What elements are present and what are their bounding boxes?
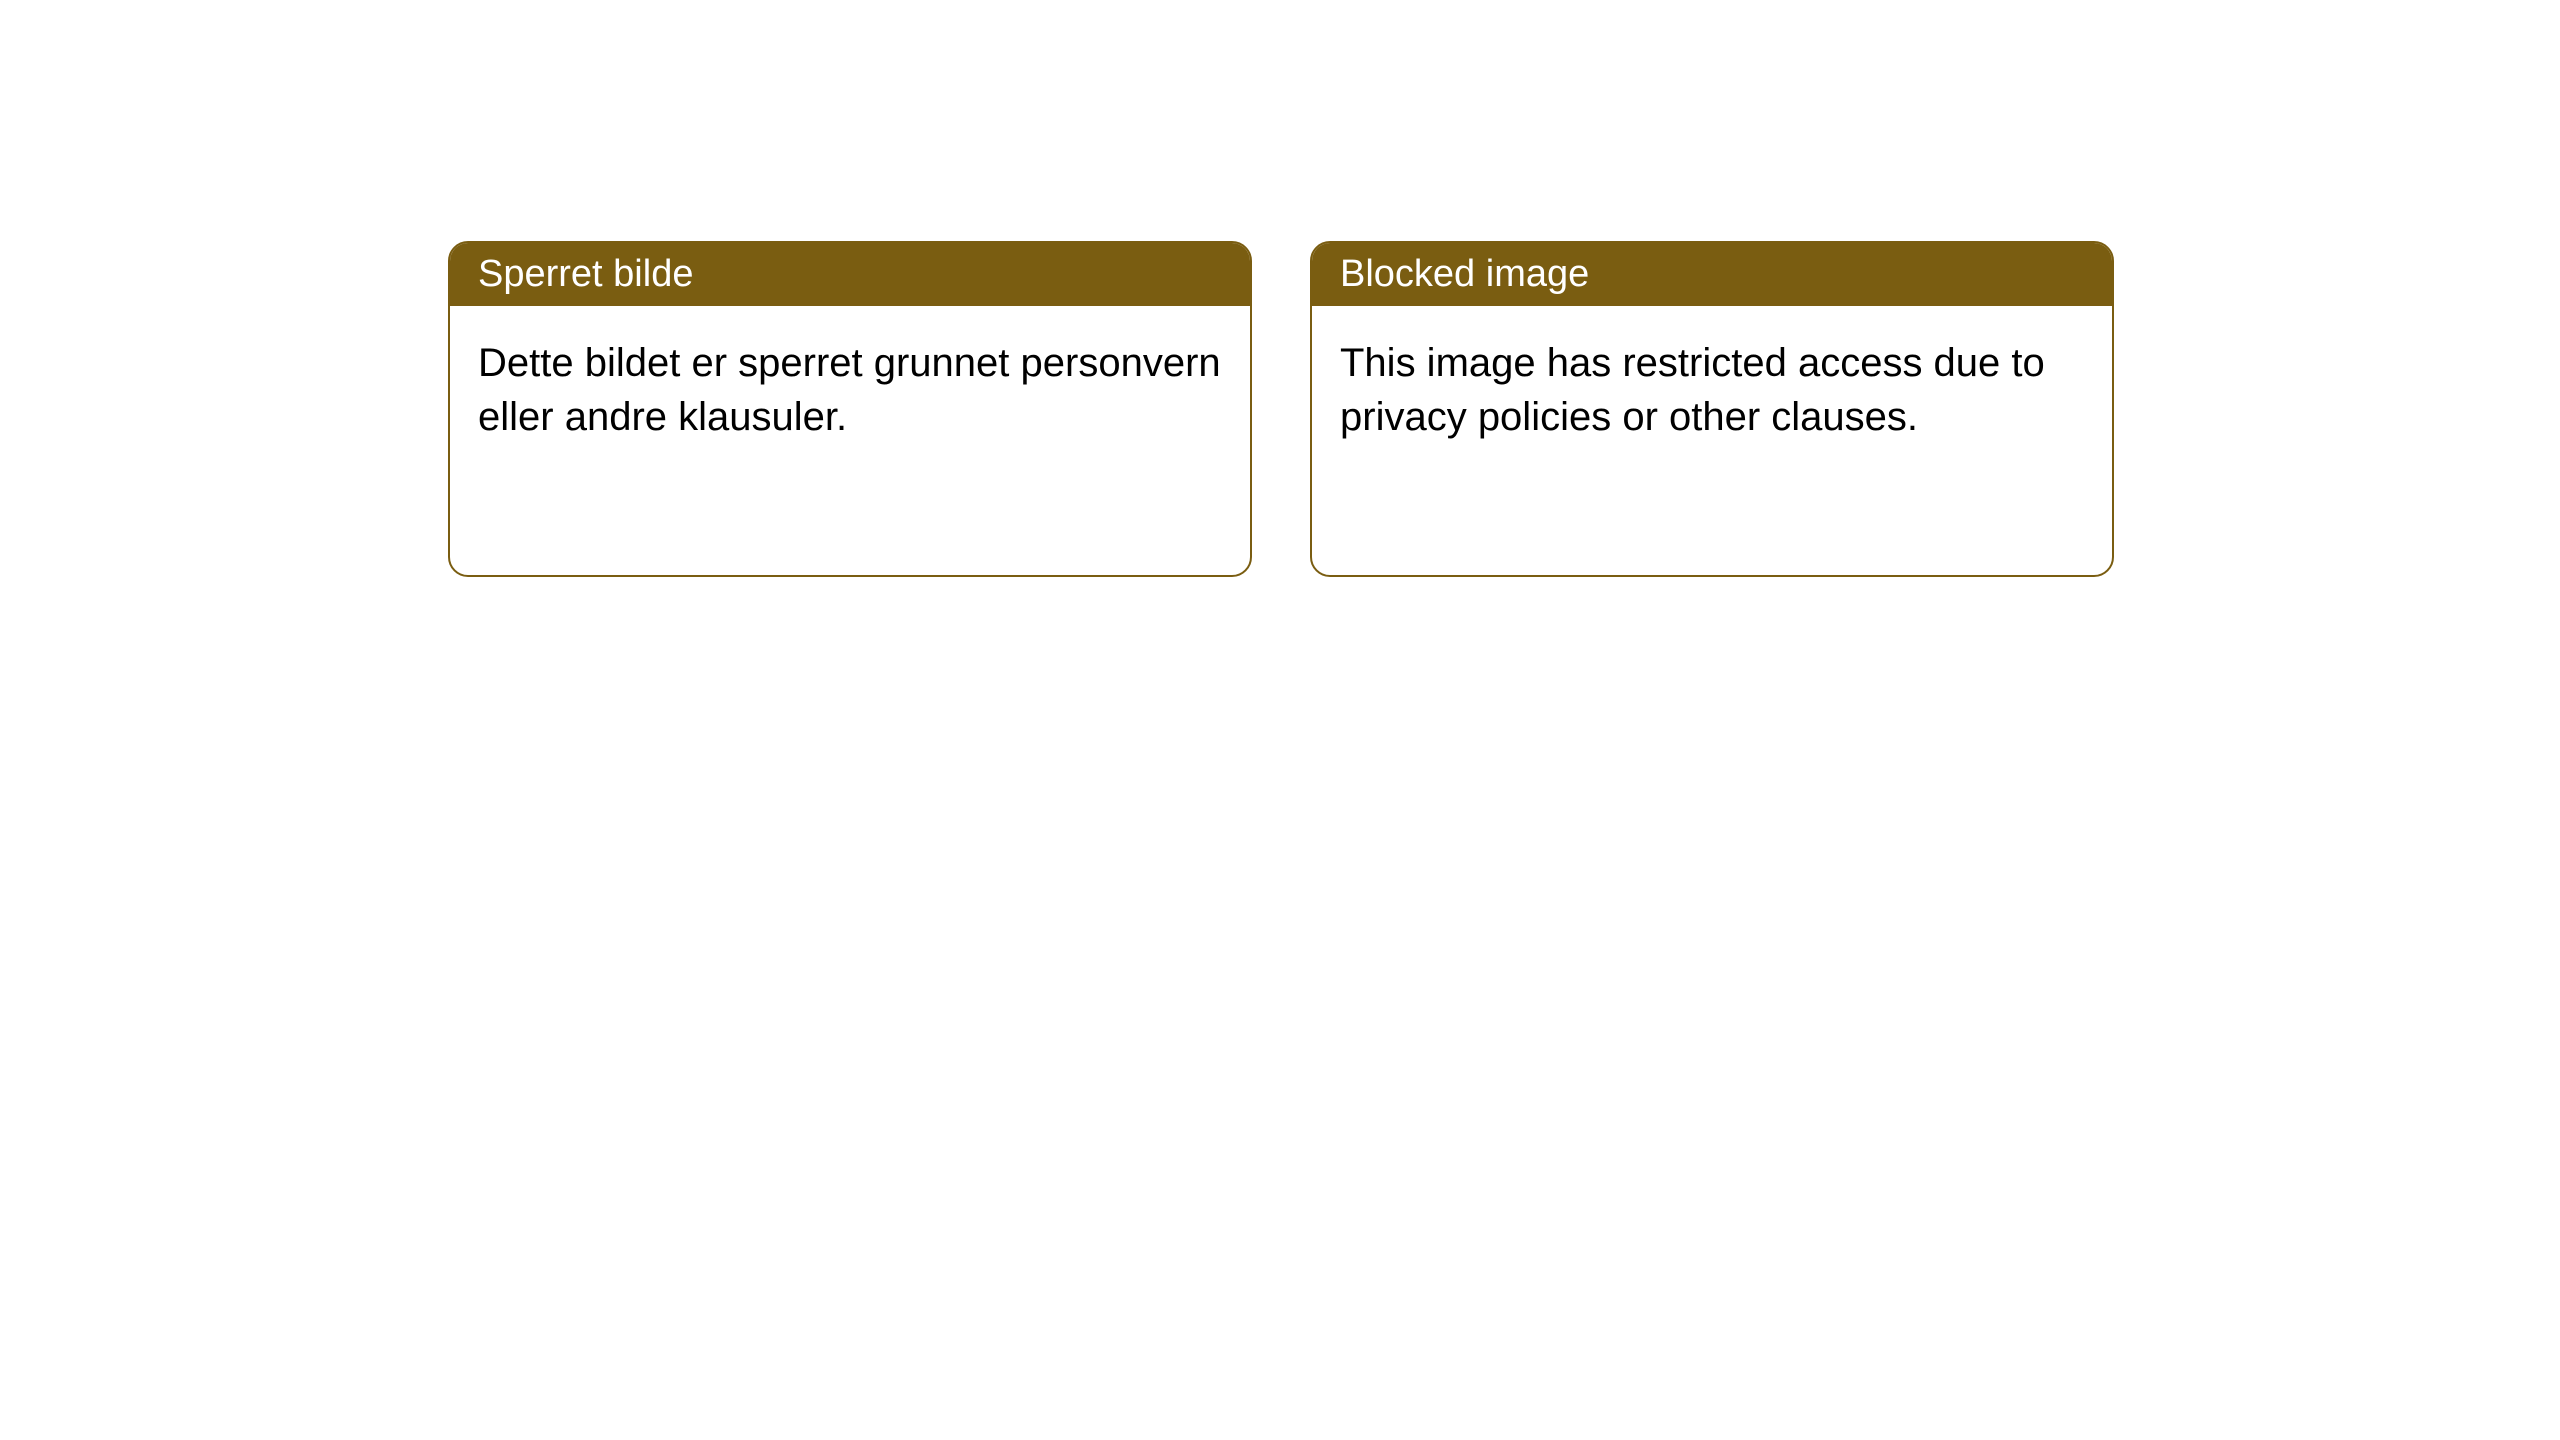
- blocked-image-panel-english: Blocked image This image has restricted …: [1310, 241, 2114, 577]
- panel-title-english: Blocked image: [1312, 243, 2112, 306]
- panel-body-norwegian: Dette bildet er sperret grunnet personve…: [450, 306, 1250, 474]
- panel-body-english: This image has restricted access due to …: [1312, 306, 2112, 474]
- blocked-image-panel-norwegian: Sperret bilde Dette bildet er sperret gr…: [448, 241, 1252, 577]
- notice-container: Sperret bilde Dette bildet er sperret gr…: [448, 241, 2114, 577]
- panel-title-norwegian: Sperret bilde: [450, 243, 1250, 306]
